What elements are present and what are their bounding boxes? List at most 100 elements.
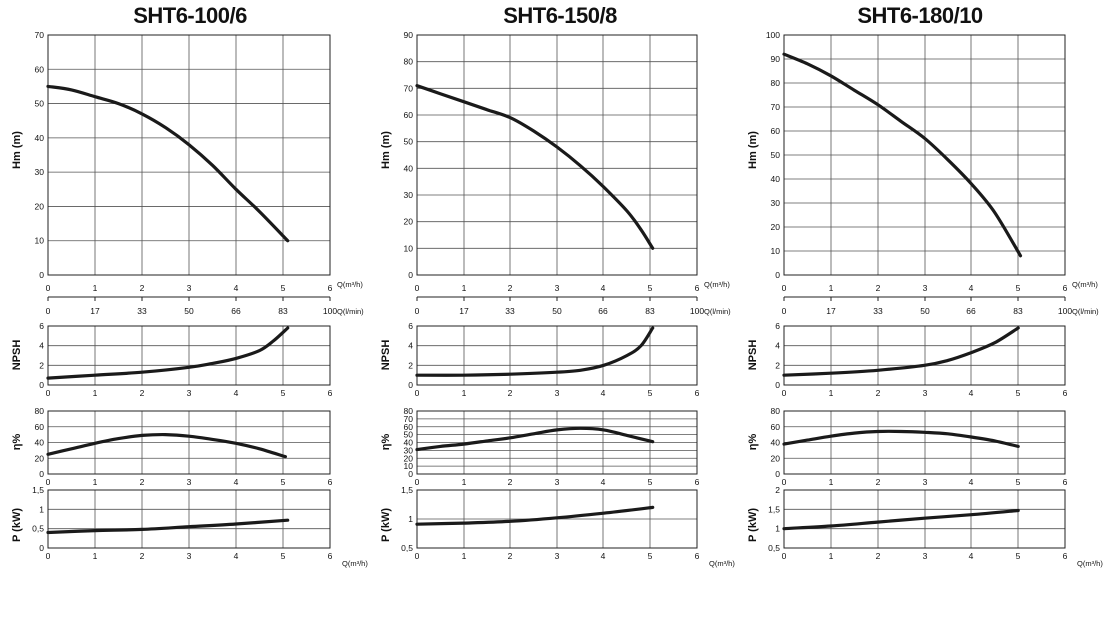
y-tick-label: 1,5 <box>32 485 44 495</box>
x-tick-label: 3 <box>555 477 560 487</box>
x-tick-label: 5 <box>648 388 653 398</box>
x-tick-label: 5 <box>1016 388 1021 398</box>
secondary-x-tick-label: 66 <box>598 306 608 316</box>
plot-frame <box>416 325 698 386</box>
x-tick-label: 1 <box>829 477 834 487</box>
x-tick-label: 0 <box>46 388 51 398</box>
x-tick-label: 5 <box>281 477 286 487</box>
x-tick-label: 4 <box>601 551 606 561</box>
x-tick-label: 3 <box>923 477 928 487</box>
y-tick-label: 20 <box>771 453 781 463</box>
y-tick-label: 1,5 <box>401 485 413 495</box>
y-tick-label: 0,5 <box>32 524 44 534</box>
curve-npsh <box>415 326 655 377</box>
chart-title: SHT6-100/6 <box>133 3 247 28</box>
y-tick-label: 20 <box>35 453 45 463</box>
x-tick-label: 5 <box>648 283 653 293</box>
x-tick-label: 2 <box>508 388 513 398</box>
y-tick-label: 1 <box>775 524 780 534</box>
x-tick-label: 3 <box>187 551 192 561</box>
x-tick-label: 6 <box>695 551 700 561</box>
y-tick-label: 70 <box>771 102 781 112</box>
x-tick-label: 5 <box>648 477 653 487</box>
y-tick-label: 6 <box>39 321 44 331</box>
x-tick-label: 1 <box>93 388 98 398</box>
secondary-x-tick-label: 83 <box>1013 306 1023 316</box>
secondary-x-tick-label: 33 <box>505 306 515 316</box>
y-tick-label: 10 <box>404 243 414 253</box>
x-tick-label: 2 <box>140 477 145 487</box>
panel-p: 0,5 1 1,5 P (kW) 0 1 2 3 4 5 6 Q(m³/h) <box>380 485 735 568</box>
x-tick-label: 0 <box>782 551 787 561</box>
y-tick-label: 10 <box>404 461 414 471</box>
y-tick-label: 20 <box>404 217 414 227</box>
y-tick-label: 2 <box>775 360 780 370</box>
y-tick-label: 30 <box>404 445 414 455</box>
plot-frame <box>416 489 698 549</box>
curve-hm <box>46 84 290 243</box>
y-axis-label: NPSH <box>11 340 23 371</box>
x-tick-label: 4 <box>969 551 974 561</box>
y-tick-label: 70 <box>404 83 414 93</box>
x-tick-label: 3 <box>555 283 560 293</box>
y-tick-label: 10 <box>35 236 45 246</box>
x-tick-label: 5 <box>1016 477 1021 487</box>
plot-frame <box>47 325 331 386</box>
secondary-x-tick-label: 100 <box>1058 306 1072 316</box>
x-tick-label: 4 <box>601 388 606 398</box>
x-tick-label: 4 <box>601 477 606 487</box>
secondary-x-tick-label: 83 <box>278 306 288 316</box>
x-tick-label: 6 <box>1063 551 1068 561</box>
x-tick-label: 2 <box>140 283 145 293</box>
x-tick-label: 1 <box>829 283 834 293</box>
x-tick-label: 1 <box>462 388 467 398</box>
y-tick-label: 50 <box>771 150 781 160</box>
y-tick-label: 20 <box>404 453 414 463</box>
secondary-x-tick-label: 33 <box>137 306 147 316</box>
x-tick-label: 5 <box>1016 551 1021 561</box>
y-tick-label: 80 <box>35 406 45 416</box>
x-tick-label: 6 <box>328 551 333 561</box>
panel-hm: 0 10 20 30 40 50 60 70 80 90 100 Hm (m) 0 1 2 3 4 5 6 Q(m³/… <box>747 30 1099 316</box>
curve-p <box>415 505 655 526</box>
x-tick-label: 5 <box>281 388 286 398</box>
y-axis-label: Hm (m) <box>11 131 23 169</box>
x-tick-label: 4 <box>234 388 239 398</box>
x-tick-label: 1 <box>93 551 98 561</box>
panel-hm: 0 10 20 30 40 50 60 70 80 90 Hm (m) 0 1 2 3 4 5 6 Q(m³/h) 0… <box>380 30 731 316</box>
y-tick-label: 6 <box>408 321 413 331</box>
curve-npsh <box>46 326 290 380</box>
x-unit-label: Q(m³/h) <box>709 559 735 568</box>
y-tick-label: 80 <box>771 78 781 88</box>
plot-frame <box>783 489 1066 549</box>
panel-eff: 0 20 40 60 80 η% 0 1 2 3 4 5 6 <box>747 406 1068 487</box>
x-tick-label: 6 <box>695 477 700 487</box>
y-tick-label: 80 <box>404 57 414 67</box>
secondary-x-unit-label: Q(l/min) <box>1072 307 1099 316</box>
x-tick-label: 3 <box>187 477 192 487</box>
secondary-x-unit-label: Q(l/min) <box>337 307 364 316</box>
x-tick-label: 4 <box>234 551 239 561</box>
y-tick-label: 1 <box>408 514 413 524</box>
x-unit-label: Q(m³/h) <box>704 280 730 289</box>
panel-p: 0,5 1 1,5 2 P (kW) 0 1 2 3 4 5 6 Q(m³/h) <box>747 485 1103 568</box>
secondary-x-tick-label: 100 <box>690 306 704 316</box>
y-tick-label: 0 <box>39 270 44 280</box>
y-tick-label: 40 <box>771 438 781 448</box>
y-tick-label: 100 <box>766 30 780 40</box>
x-tick-label: 4 <box>969 388 974 398</box>
y-axis-label: P (kW) <box>380 508 392 542</box>
x-tick-label: 4 <box>234 283 239 293</box>
y-axis-label: P (kW) <box>11 508 23 542</box>
secondary-x-tick-label: 66 <box>966 306 976 316</box>
y-tick-label: 40 <box>771 174 781 184</box>
y-tick-label: 30 <box>404 190 414 200</box>
panel-npsh: 0 2 4 6 NPSH 0 1 2 3 4 5 6 <box>380 321 700 398</box>
y-tick-label: 50 <box>404 137 414 147</box>
panel-hm: 0 10 20 30 40 50 60 70 Hm (m) 0 1 2 3 4 5 6 Q(m³/h) 0 17 33… <box>11 30 364 316</box>
y-tick-label: 20 <box>771 222 781 232</box>
